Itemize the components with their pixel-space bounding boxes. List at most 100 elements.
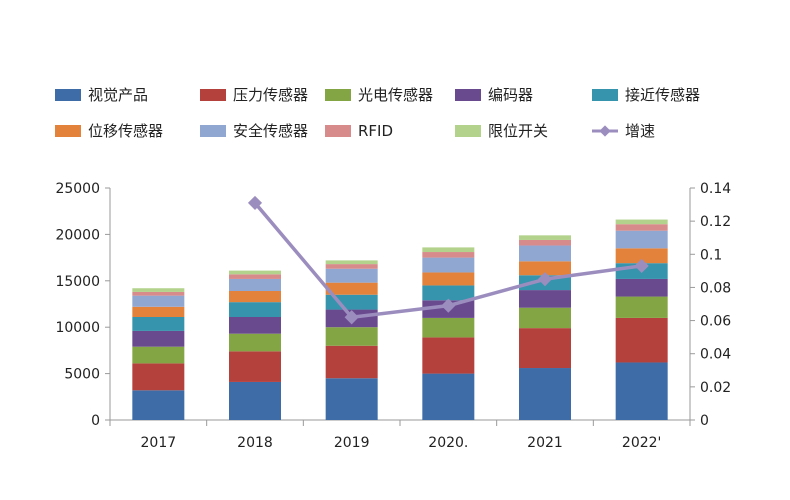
bar-segment [422, 247, 475, 253]
legend-item: 压力传感器 [200, 86, 308, 104]
bar-segment [132, 295, 185, 307]
bar-segment [325, 378, 378, 420]
y2-tick-label: 0.04 [700, 347, 731, 363]
legend-swatch [55, 125, 81, 137]
bar-segment [615, 362, 668, 420]
legend-swatch [325, 89, 351, 101]
bar-segment [422, 272, 475, 286]
legend-swatch [200, 89, 226, 101]
bar-segment [325, 268, 378, 283]
bar-segment [519, 290, 571, 308]
y-tick-label: 25000 [55, 181, 100, 197]
bar-segment [229, 333, 281, 352]
bar-segment [615, 296, 668, 318]
y-tick-label: 0 [91, 413, 100, 429]
bar-segment [325, 345, 378, 379]
x-tick-label: 2020. [428, 435, 468, 451]
x-tick-label: 2021 [527, 435, 563, 451]
legend-label: 限位开关 [488, 122, 548, 140]
legend-item: 光电传感器 [325, 86, 433, 104]
y2-tick-label: 0.1 [700, 247, 722, 263]
bar-segment [132, 363, 185, 391]
growth-point [441, 298, 456, 313]
y-tick-label: 20000 [55, 227, 100, 243]
legend-label: 光电传感器 [358, 86, 433, 104]
bar-segment [615, 317, 668, 363]
bar-segment [615, 224, 668, 231]
legend-label: RFID [358, 122, 393, 140]
bar-segment [229, 274, 281, 279]
legend-label: 安全传感器 [233, 122, 308, 140]
bar-segment [229, 302, 281, 317]
y-tick-label: 5000 [64, 367, 100, 383]
legend-label: 增速 [625, 122, 655, 140]
growth-point [537, 272, 553, 287]
legend-item: 接近传感器 [592, 86, 700, 104]
legend-item: 安全传感器 [200, 122, 308, 140]
bar-segment [132, 306, 185, 317]
bar-segment [422, 285, 475, 301]
legend-swatch [455, 125, 481, 137]
bar-segment [325, 327, 378, 346]
x-tick-label: 2017 [141, 435, 177, 451]
bar-segment [132, 288, 185, 292]
bar-segment [519, 368, 571, 420]
legend-label: 编码器 [488, 86, 533, 104]
legend-label: 位移传感器 [88, 122, 163, 140]
legend-swatch [455, 89, 481, 101]
legend-item: 视觉产品 [55, 86, 148, 104]
legend-swatch [325, 125, 351, 137]
legend-diamond-marker [599, 125, 611, 137]
legend-item: 编码器 [455, 86, 533, 104]
x-tick-label: 2022' [622, 435, 661, 451]
bar-segment [519, 239, 571, 246]
bar-segment [132, 291, 185, 296]
bar-segment [519, 328, 571, 369]
bar-segment [132, 390, 185, 420]
legend-item: 增速 [592, 122, 655, 140]
legend-swatch [592, 89, 618, 101]
bar-segment [229, 316, 281, 334]
bar-segment [422, 317, 475, 338]
legend-item: 位移传感器 [55, 122, 163, 140]
bar-segment [229, 291, 281, 303]
legend-label: 压力传感器 [233, 86, 308, 104]
bar-segment [229, 278, 281, 292]
bar-segment [422, 337, 475, 374]
bar-segment [325, 260, 378, 265]
bar-segment [422, 373, 475, 420]
x-tick-label: 2018 [237, 435, 273, 451]
growth-point [634, 258, 649, 273]
legend-swatch [55, 89, 81, 101]
axes: 0 5000 10000 15000 20000 25000 0 0.02 0.04 0.06 0.… [55, 181, 731, 451]
legend-label: 视觉产品 [88, 86, 148, 104]
y2-tick-label: 0.02 [700, 380, 731, 396]
bar-segment [132, 330, 185, 347]
legend-item: 限位开关 [455, 122, 548, 140]
legend-swatch [200, 125, 226, 137]
x-tick-label: 2019 [334, 435, 370, 451]
growth-line-area [247, 195, 649, 325]
bar-segment [519, 261, 571, 276]
y2-tick-label: 0.12 [700, 214, 731, 230]
bar-stack-area [132, 219, 668, 420]
y-tick-label: 15000 [55, 274, 100, 290]
bar-segment [519, 245, 571, 262]
y2-tick-label: 0.08 [700, 280, 731, 296]
bar-segment [519, 307, 571, 329]
bar-segment [615, 248, 668, 264]
bar-segment [615, 278, 668, 297]
bar-segment [615, 219, 668, 225]
bar-segment [132, 346, 185, 364]
bar-segment [229, 351, 281, 382]
bar-segment [615, 230, 668, 249]
legend-item: RFID [325, 122, 393, 140]
bar-segment [229, 270, 281, 275]
y2-tick-label: 0.14 [700, 181, 731, 197]
bar-segment [519, 235, 571, 240]
bar-segment [422, 257, 475, 273]
bar-segment [325, 264, 378, 269]
bar-segment [229, 381, 281, 420]
